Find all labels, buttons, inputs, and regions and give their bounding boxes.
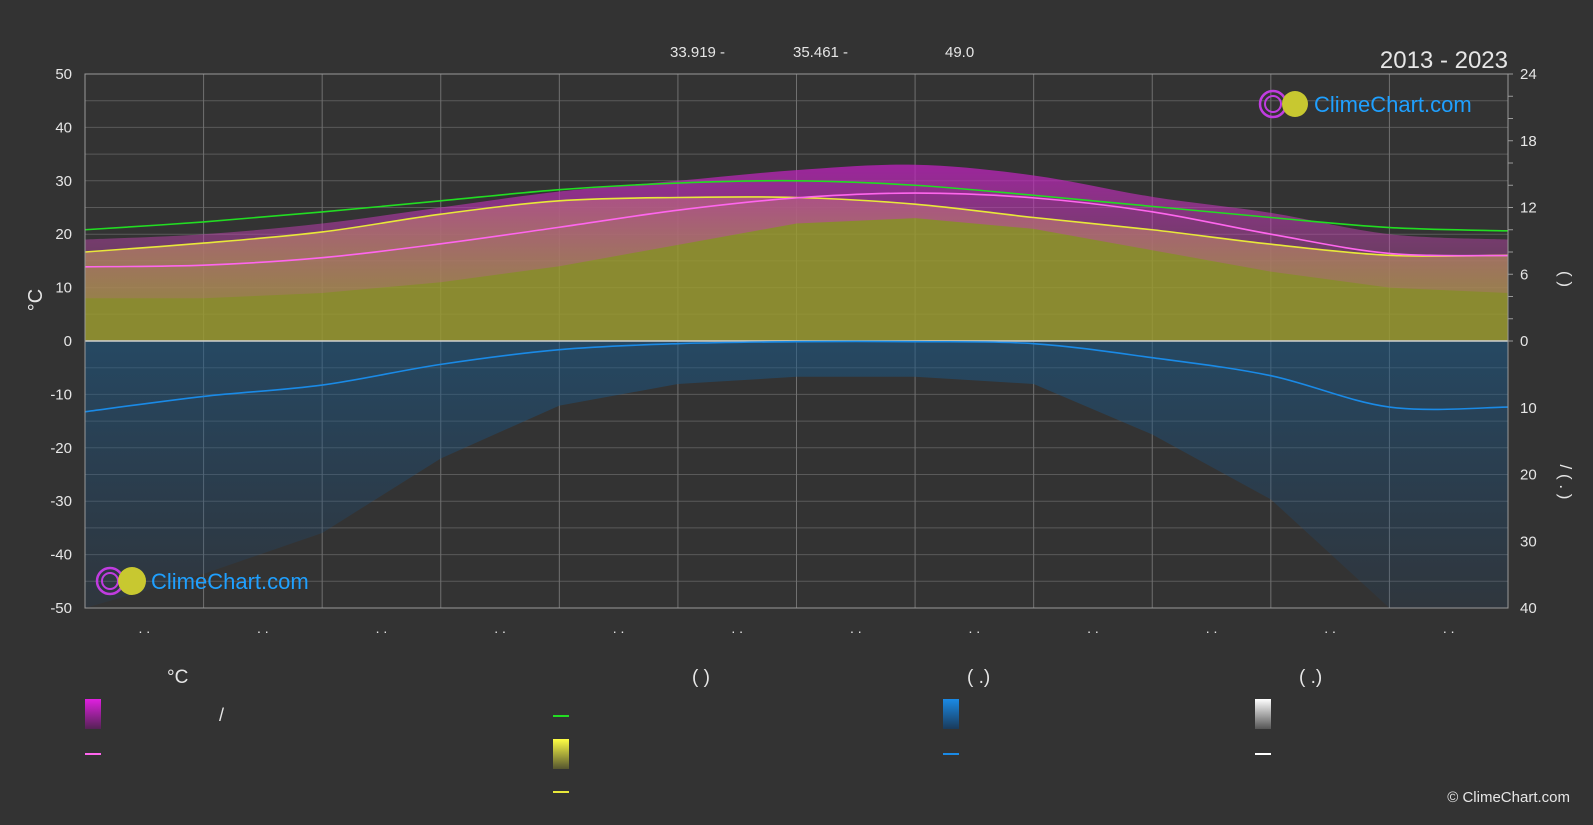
right-bottom-tick-label: 40 bbox=[1520, 600, 1537, 617]
legend-temp-range-slash: / bbox=[219, 705, 224, 725]
month-label: . . bbox=[850, 620, 862, 636]
legend-rain-range-swatch bbox=[943, 699, 959, 729]
legend-snow-range-swatch bbox=[1255, 699, 1271, 729]
legend-snow-heading: ( .) bbox=[1299, 667, 1322, 688]
logo-sun-icon bbox=[1282, 91, 1308, 117]
logo-top-text: ClimeChart.com bbox=[1314, 92, 1472, 117]
month-label: . . bbox=[494, 620, 506, 636]
left-tick-label: 20 bbox=[55, 226, 72, 243]
left-tick-label: 50 bbox=[55, 66, 72, 83]
legend-rain-heading: ( .) bbox=[967, 667, 990, 688]
month-label: . . bbox=[1443, 620, 1455, 636]
month-label: . . bbox=[376, 620, 388, 636]
left-axis-label: °C bbox=[25, 289, 47, 311]
series-lines bbox=[85, 179, 1508, 413]
logo-bottom-text: ClimeChart.com bbox=[151, 569, 309, 594]
legend-temp-range-swatch bbox=[85, 699, 101, 729]
right-bottom-tick-label: 10 bbox=[1520, 400, 1537, 417]
left-tick-label: 10 bbox=[55, 280, 72, 297]
logo-ring-inner-icon bbox=[1264, 95, 1282, 113]
right-axis-bottom-label: / ( . ) bbox=[1556, 465, 1575, 500]
legend-temp-heading: °C bbox=[167, 667, 188, 688]
month-label: . . bbox=[1206, 620, 1218, 636]
left-tick-label: 30 bbox=[55, 173, 72, 190]
coordinate-elev: 49.0 bbox=[945, 44, 974, 61]
bands bbox=[85, 164, 1508, 608]
precipitation-band bbox=[85, 341, 1508, 608]
left-tick-label: 0 bbox=[64, 333, 72, 350]
temperature-range-band bbox=[85, 164, 1508, 299]
right-top-tick-label: 0 bbox=[1520, 333, 1528, 350]
left-tick-label: -20 bbox=[50, 440, 72, 457]
right-axis-top-label: ( ) bbox=[1556, 271, 1575, 287]
series-line-precipitation bbox=[85, 340, 1508, 413]
right-top-tick-label: 6 bbox=[1520, 266, 1528, 283]
left-tick-label: 40 bbox=[55, 119, 72, 136]
right-bottom-tick-label: 30 bbox=[1520, 533, 1537, 550]
left-tick-label: -40 bbox=[50, 547, 72, 564]
logo-sun-icon bbox=[118, 567, 146, 595]
logo-top[interactable]: ClimeChart.com bbox=[1258, 89, 1472, 119]
right-top-tick-label: 12 bbox=[1520, 200, 1537, 217]
axes: 50 40 30 20 10 0 -10 -20 -30 -40 -50 24 18 12 6 0 10 20 30… bbox=[50, 66, 1536, 636]
month-label: . . bbox=[1324, 620, 1336, 636]
copyright: © ClimeChart.com bbox=[1447, 789, 1570, 806]
left-tick-label: -30 bbox=[50, 493, 72, 510]
month-label: . . bbox=[969, 620, 981, 636]
month-label: . . bbox=[138, 620, 150, 636]
series-line-daily_temp_mean bbox=[85, 192, 1508, 268]
left-tick-label: -10 bbox=[50, 386, 72, 403]
month-label: . . bbox=[1087, 620, 1099, 636]
month-label: . . bbox=[257, 620, 269, 636]
month-label: . . bbox=[613, 620, 625, 636]
legend-sun-heading: ( ) bbox=[692, 667, 710, 688]
month-label: . . bbox=[731, 620, 743, 636]
left-tick-label: -50 bbox=[50, 600, 72, 617]
right-bottom-tick-label: 20 bbox=[1520, 467, 1537, 484]
period-title: 2013 - 2023 bbox=[1380, 47, 1508, 74]
coordinate-lat: 33.919 - bbox=[670, 44, 725, 61]
series-line-daylight bbox=[85, 179, 1508, 232]
coordinate-lon: 35.461 - bbox=[793, 44, 848, 61]
logo-bottom[interactable]: ClimeChart.com bbox=[95, 566, 309, 596]
legend: °C ( ) ( .) ( .) / bbox=[85, 667, 1322, 793]
right-top-tick-label: 24 bbox=[1520, 66, 1537, 83]
right-top-tick-label: 18 bbox=[1520, 133, 1537, 150]
legend-sunshine-range-swatch bbox=[553, 739, 569, 769]
